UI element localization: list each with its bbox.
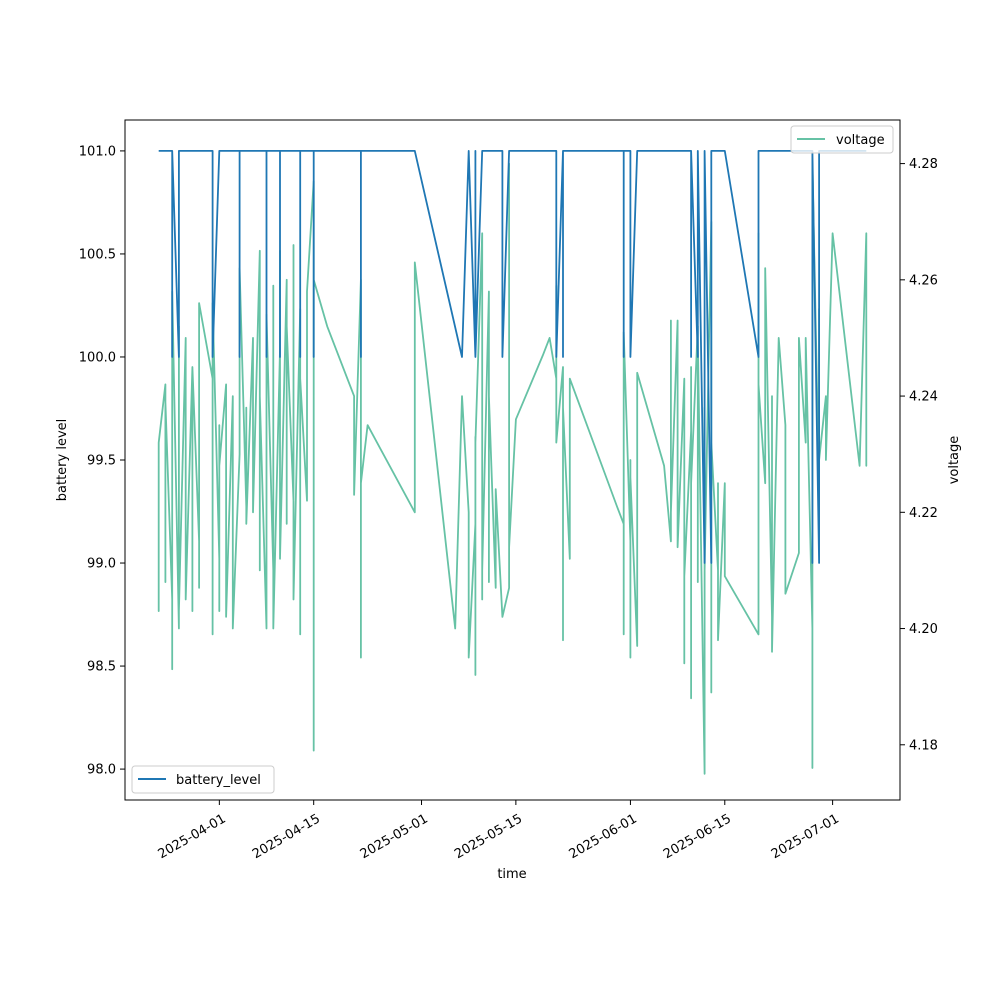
legend-battery-level: battery_level <box>131 765 275 794</box>
legend-voltage: voltage <box>790 125 894 154</box>
y-axis-left-label: battery level <box>55 419 70 502</box>
y-left-tick-label: 99.0 <box>87 557 116 572</box>
y-left-tick-label: 100.5 <box>79 247 116 262</box>
legend-box <box>131 765 275 794</box>
y-left-tick-label: 98.5 <box>87 660 116 675</box>
y-right-tick-label: 4.20 <box>909 622 938 637</box>
y-left-tick-label: 98.0 <box>87 763 116 778</box>
y-right-tick-label: 4.28 <box>909 157 938 172</box>
series-line-voltage <box>157 162 868 775</box>
legend-box <box>790 125 894 154</box>
y-right-tick-label: 4.22 <box>909 506 938 521</box>
y-left-tick-label: 101.0 <box>79 144 116 159</box>
legend-label-battery-level: battery_level <box>176 773 261 788</box>
series-line-battery-level <box>158 149 867 564</box>
y-axis-right: 4.18 4.20 4.22 4.24 4.26 4.28 <box>900 157 938 753</box>
y-left-tick-label: 100.0 <box>79 350 116 365</box>
series-layer <box>157 149 868 775</box>
y-right-tick-label: 4.24 <box>909 390 938 405</box>
y-axis-left: 98.0 98.5 99.0 99.5 100.0 100.5 101.0 <box>79 144 125 778</box>
y-right-tick-label: 4.26 <box>909 273 938 288</box>
y-axis-right-label: voltage <box>947 436 962 485</box>
y-left-tick-label: 99.5 <box>87 454 116 469</box>
legend-label-voltage: voltage <box>836 133 885 148</box>
y-right-tick-label: 4.18 <box>909 738 938 753</box>
x-axis-label: time <box>497 867 526 882</box>
